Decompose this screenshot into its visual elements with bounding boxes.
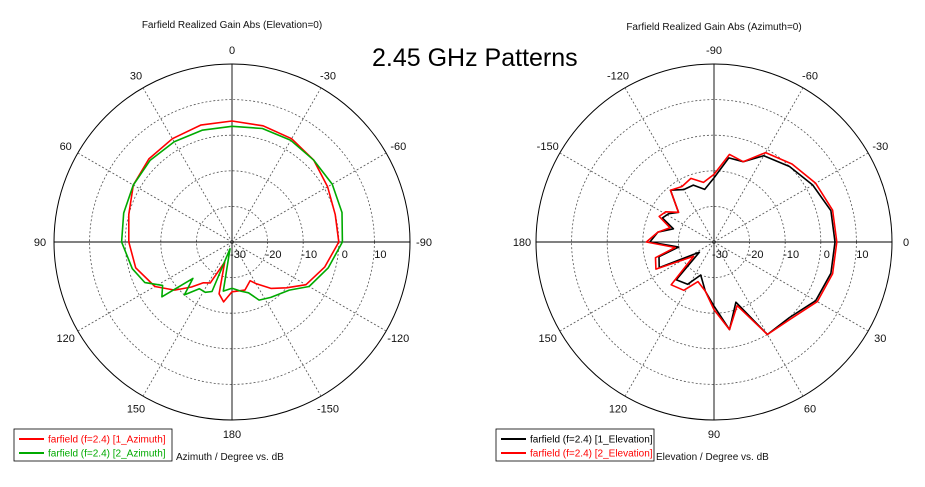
ring-label: 0 [342,249,348,261]
grid-spoke [624,241,715,397]
legend-box [495,428,655,462]
ring-label: -20 [266,249,282,261]
ring-label: -10 [783,249,799,261]
angle-label: 60 [804,403,816,415]
polar-grid [53,63,411,421]
angle-label: 90 [708,429,720,441]
axis-caption: Elevation / Degree vs. dB [656,452,769,463]
angle-label: -150 [537,141,559,153]
legend-label: farfield (f=2.4) [1_Elevation] [530,435,653,446]
legend-label: farfield (f=2.4) [2_Elevation] [530,449,653,460]
grid-spoke [559,152,715,243]
angle-label: 150 [539,333,557,345]
ring-label: -30 [230,249,246,261]
angle-label: 30 [874,333,886,345]
angle-label: 0 [903,237,909,249]
angle-label: -60 [802,71,818,83]
polar-chart-elevation: Farfield Realized Gain Abs (Azimuth=0) E… [495,22,909,463]
figure-title: 2.45 GHz Patterns [372,44,578,72]
angle-label: 150 [127,403,145,415]
angle-label: 90 [34,237,46,249]
grid-spoke [713,87,804,243]
angle-label: -90 [706,45,722,57]
ring-label: -20 [748,249,764,261]
ring-label: 0 [824,249,830,261]
angle-label: 30 [130,71,142,83]
angle-label: 180 [513,237,531,249]
angle-label: 120 [609,403,627,415]
legend-box [13,428,173,462]
grid-spoke [142,87,233,243]
ring-label: 10 [856,249,868,261]
legend: farfield (f=2.4) [1_Elevation] farfield (… [495,428,655,462]
grid-spoke [231,87,322,243]
grid-spoke [713,241,804,397]
polar-grid [535,63,893,421]
chart-title: Farfield Realized Gain Abs (Azimuth=0) [626,22,801,33]
ring-label: -30 [712,249,728,261]
series-line [645,151,838,336]
grid-spoke [231,241,322,397]
grid-spoke [624,87,715,243]
grid-spoke [713,241,869,332]
angle-label: -120 [607,71,629,83]
angle-label: -30 [320,71,336,83]
series-line [128,120,340,303]
legend-label: farfield (f=2.4) [1_Azimuth] [48,435,166,446]
grid-spoke [77,152,233,243]
series-line [120,125,344,301]
ring-label: -10 [301,249,317,261]
angle-label: 0 [229,45,235,57]
angle-label: -90 [416,237,432,249]
angle-label: -150 [317,403,339,415]
angle-label: 120 [57,333,75,345]
chart-title: Farfield Realized Gain Abs (Elevation=0) [142,20,322,31]
angle-label: -120 [387,333,409,345]
angle-label: -60 [390,141,406,153]
angle-label: 180 [223,429,241,441]
polar-chart-azimuth: Farfield Realized Gain Abs (Elevation=0)… [13,20,432,463]
legend-label: farfield (f=2.4) [2_Azimuth] [48,449,166,460]
axis-caption: Azimuth / Degree vs. dB [176,452,284,463]
grid-spoke [142,241,233,397]
ring-label: 10 [374,249,386,261]
angle-label: 60 [60,141,72,153]
angle-label: -30 [872,141,888,153]
grid-spoke [713,152,869,243]
grid-spoke [231,152,387,243]
legend: farfield (f=2.4) [1_Azimuth] farfield (f=… [13,428,173,462]
